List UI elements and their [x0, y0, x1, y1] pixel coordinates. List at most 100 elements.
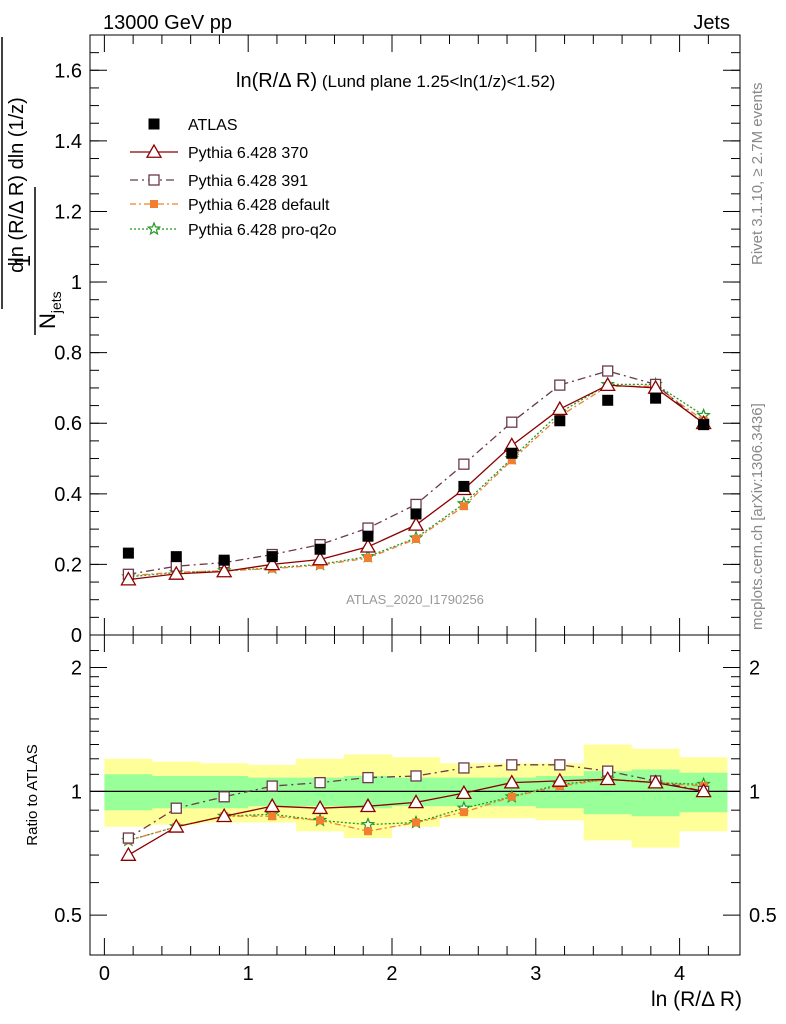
atlas-point-7: [458, 480, 470, 492]
legend-entry-2: Pythia 6.428 391: [130, 173, 308, 190]
main-ytick-label-7: 1.4: [54, 131, 82, 153]
ratio-point-0-5: [359, 797, 377, 813]
ratio-plot-marks: [120, 759, 712, 861]
ratio-point-1-6: [410, 770, 422, 782]
atlas-point-12: [698, 419, 710, 431]
ratio-point-0-12: [695, 783, 712, 798]
ratio-point-2-5: [363, 827, 372, 836]
ratio-point-2-3: [268, 812, 277, 821]
atlas-point-1: [170, 551, 182, 563]
legend-label-2: Pythia 6.428 391: [188, 173, 308, 190]
ratio-point-0-1: [168, 818, 185, 833]
legend: ln(R/Δ R) (Lund plane 1.25<ln(1/z)<1.52)…: [130, 70, 555, 239]
main-ytick-label-8: 1.6: [54, 60, 82, 82]
main-point-2-10: [602, 365, 614, 377]
ratio-point-0-4: [311, 799, 329, 815]
rivet-label: Rivet 3.1.10, ≥ 2.7M events: [749, 83, 766, 266]
main-y-axis-label: 1 Njets d2 Nemissions dln (R/Δ R) dln (1…: [1, 37, 64, 335]
main-plot-marks: [120, 365, 712, 586]
legend-label-3: Pythia 6.428 default: [188, 197, 330, 214]
legend-entries: ATLAS Pythia 6.428 370 Pythia 6.428 391 Pyt…: [130, 117, 337, 239]
ratio-point-0-10: [599, 770, 616, 786]
legend-marker-4: [146, 221, 162, 236]
ratio-ytick-label-right-0: 0.5: [749, 905, 777, 927]
ylabel-frac-den-main: N: [35, 313, 60, 329]
legend-marker-1: [145, 143, 163, 158]
ratio-point-1-1: [170, 802, 182, 814]
ylabel-frac-den: Njets: [35, 291, 64, 329]
ratio-xtick-label-4: 4: [674, 963, 685, 985]
ratio-point-0-11: [647, 774, 664, 789]
ratio-point-1-9: [554, 759, 566, 771]
ratio-point-0-8: [503, 774, 520, 789]
ratio-point-0-2: [216, 807, 233, 823]
category-label: Jets: [693, 12, 730, 34]
ratio-ytick-label-1: 1: [71, 781, 82, 803]
ratio-ytick-label-right-1: 1: [749, 781, 760, 803]
main-point-2-9: [554, 379, 566, 391]
ratio-point-3-5: [360, 816, 376, 831]
ratio-xtick-label-3: 3: [530, 963, 541, 985]
ratio-point-0-3: [264, 797, 281, 813]
ylabel-deriv-den: dln (R/Δ R) dln (1/z): [6, 97, 28, 273]
main-point-1-1: [168, 565, 185, 580]
ratio-ytick-label-2: 2: [71, 658, 82, 680]
main-series-atlas: [122, 392, 710, 566]
main-ytick-label-6: 1.2: [54, 201, 82, 223]
atlas-point-4: [314, 543, 326, 555]
ratio-point-1-7: [458, 762, 470, 774]
main-ytick-label-5: 1: [71, 272, 82, 294]
ratio-y-axis: 0.5 0.5 1 1 2 2: [54, 634, 777, 956]
ratio-point-2-4: [316, 816, 325, 825]
legend-title-main: ln(R/Δ R): [236, 70, 317, 92]
main-point-3-6: [412, 535, 421, 543]
legend-label-1: Pythia 6.428 370: [188, 145, 308, 162]
mcplots-label: mcplots.cern.ch [arXiv:1306.3436]: [749, 403, 766, 630]
legend-entry-0: ATLAS: [148, 117, 238, 134]
legend-title-sub: (Lund plane 1.25<ln(1/z)<1.52): [317, 72, 555, 91]
atlas-point-5: [362, 530, 374, 542]
main-y-axis: 0 0.2 0.4 0.6 0.8 1 1.2 1.4 1.6: [54, 34, 740, 647]
atlas-point-8: [506, 447, 518, 459]
legend-marker-3: [150, 200, 158, 208]
ratio-point-0-0: [120, 846, 137, 861]
main-x-ticks: [103, 35, 709, 635]
main-point-3-7: [459, 502, 468, 511]
legend-label-0: ATLAS: [188, 117, 238, 134]
main-point-2-6: [410, 498, 422, 511]
ratio-point-0-6: [407, 794, 425, 809]
ratio-point-1-2: [218, 791, 230, 803]
legend-title: ln(R/Δ R) (Lund plane 1.25<ln(1/z)<1.52): [236, 70, 555, 92]
legend-marker-2: [148, 174, 160, 186]
main-series-line-4: [128, 383, 704, 578]
atlas-point-6: [410, 508, 422, 520]
atlas-point-2: [218, 554, 230, 566]
analysis-label: ATLAS_2020_I1790256: [346, 592, 484, 607]
ratio-series-0: [120, 770, 712, 861]
main-point-1-5: [359, 538, 377, 553]
ratio-frame: [89, 634, 741, 956]
main-series-4: [121, 376, 711, 583]
main-point-1-10: [599, 376, 616, 392]
ratio-point-1-3: [266, 780, 278, 792]
main-ytick-label-3: 0.6: [54, 413, 82, 435]
main-point-1-4: [311, 551, 329, 566]
ratio-ytick-label-0: 0.5: [54, 905, 82, 927]
legend-entry-4: Pythia 6.428 pro-q2o: [130, 221, 337, 239]
main-point-3-5: [363, 554, 372, 563]
ratio-band-inner: [104, 769, 728, 817]
main-series-3: [124, 382, 708, 580]
atlas-point-9: [554, 415, 566, 427]
legend-entry-3: Pythia 6.428 default: [130, 197, 330, 214]
legend-entry-1: Pythia 6.428 370: [130, 143, 308, 162]
main-series-line-2: [128, 370, 705, 575]
main-point-1-3: [264, 556, 281, 571]
main-point-2-7: [458, 458, 470, 470]
ratio-point-2-8: [507, 792, 516, 801]
ratio-point-1-0: [122, 832, 135, 844]
ratio-panel: 0.5 0.5 1 1 2 2 0 1 2 3 4: [54, 634, 777, 985]
main-point-1-2: [216, 563, 233, 578]
ratio-point-2-7: [459, 808, 468, 817]
main-point-2-8: [506, 416, 518, 428]
